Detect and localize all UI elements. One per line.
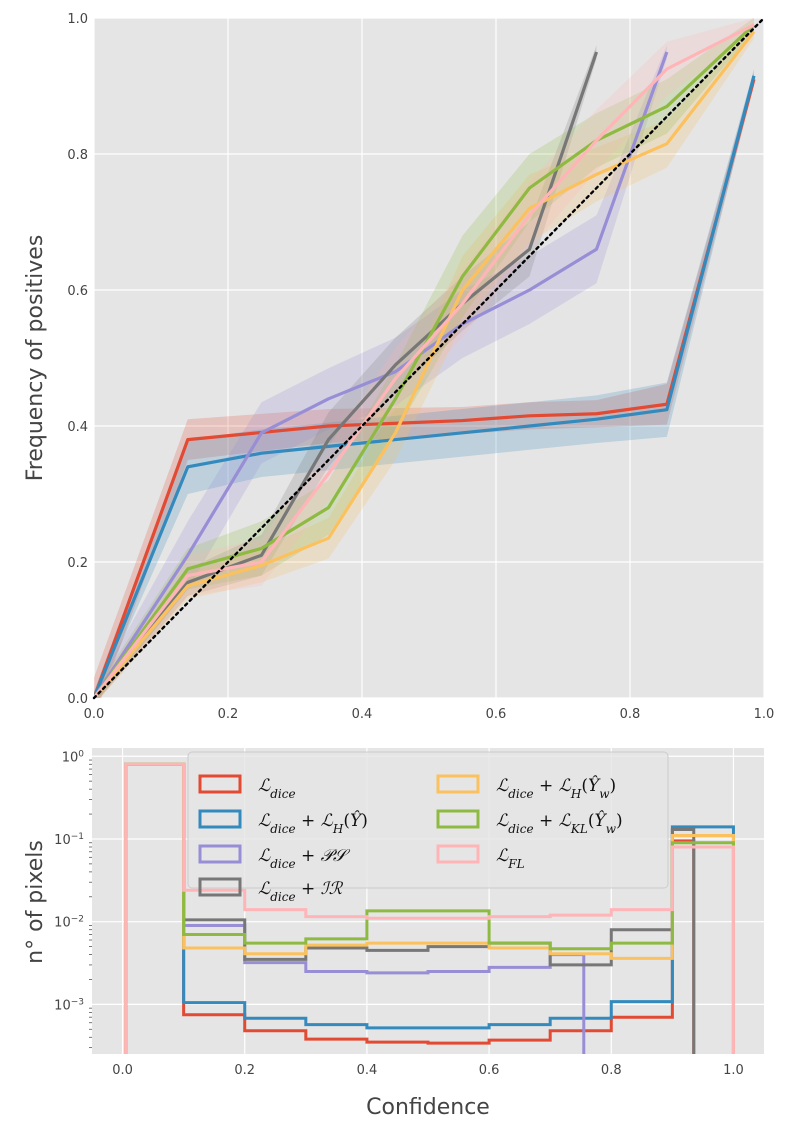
bottom-x-tick-label: 0.8: [601, 1063, 622, 1078]
perfect-calibration-line: [92, 16, 766, 700]
bottom-y-tick-label: 10−3: [54, 997, 84, 1013]
top-y-tick-label: 1.0: [67, 12, 88, 27]
histogram-panel: 0.0 0.2 0.4 0.6 0.8 1.0 100 10−1 10−2 10…: [23, 748, 764, 1120]
legend-swatch: [436, 844, 480, 864]
top-y-tick-label: 0.8: [67, 148, 88, 163]
top-x-ticks: 0.0 0.2 0.4 0.6 0.8 1.0: [84, 707, 775, 722]
histogram-series-step: [124, 762, 735, 1054]
confidence-band: [94, 45, 667, 698]
calibration-series-line: [94, 30, 756, 698]
legend-swatch: [198, 844, 242, 864]
bottom-minor-ticks: [89, 759, 92, 1049]
top-y-tick-label: 0.6: [67, 284, 88, 299]
histogram-series-step: [124, 762, 735, 1054]
top-x-tick-label: 0.8: [620, 707, 641, 722]
top-y-ticks: 0.0 0.2 0.4 0.6 0.8 1.0: [67, 12, 88, 707]
top-x-tick-label: 0.2: [218, 707, 239, 722]
legend-swatch: [436, 774, 480, 794]
bottom-y-ticks: 100 10−1 10−2 10−3: [54, 749, 84, 1013]
top-x-tick-label: 1.0: [754, 707, 775, 722]
histogram-series-step: [124, 762, 735, 1054]
calibration-series-line: [94, 23, 756, 698]
legend-swatch: [198, 877, 242, 897]
calibration-series-line: [94, 23, 755, 698]
histogram-series-step: [124, 762, 696, 1054]
legend-swatch: [198, 809, 242, 829]
confidence-band: [94, 18, 754, 698]
calibration-series-line: [94, 51, 599, 698]
top-x-tick-label: 0.0: [84, 707, 105, 722]
calibration-series-line: [94, 51, 669, 698]
calibration-series-line: [94, 78, 756, 698]
bottom-y-tick-label: 10−1: [54, 832, 84, 848]
top-y-axis-label: Frequency of positives: [23, 235, 48, 482]
histogram-series-step: [124, 762, 696, 1054]
top-gridlines: [93, 17, 765, 699]
bottom-y-tick-label: 100: [62, 749, 85, 765]
bottom-x-ticks: 0.0 0.2 0.4 0.6 0.8 1.0: [112, 1063, 744, 1078]
top-x-tick-label: 0.6: [486, 707, 507, 722]
bottom-x-tick-label: 0.2: [234, 1063, 255, 1078]
top-series-lines: [94, 23, 756, 698]
legend: ℒdice ℒdice + ℒH(Ŷ) ℒdice + 𝒫𝒮 ℒdice + ℐ…: [187, 751, 669, 904]
top-x-tick-label: 0.4: [352, 707, 373, 722]
bottom-y-axis-label: n° of pixels: [23, 840, 48, 964]
top-y-tick-label: 0.2: [67, 556, 88, 571]
bottom-histogram-steps: [124, 762, 735, 1054]
bottom-x-tick-label: 0.0: [112, 1063, 133, 1078]
top-y-tick-label: 0.4: [67, 420, 88, 435]
legend-swatch: [198, 774, 242, 794]
reliability-panel: 0.0 0.2 0.4 0.6 0.8 1.0 0.0 0.2 0.4 0.6 …: [23, 12, 774, 722]
histogram-series-step: [124, 762, 735, 1054]
confidence-band: [94, 24, 754, 698]
legend-swatch: [436, 809, 480, 829]
top-y-tick-label: 0.0: [67, 692, 88, 707]
bottom-x-tick-label: 0.6: [479, 1063, 500, 1078]
legend-frame: [187, 751, 669, 889]
bottom-x-tick-label: 1.0: [723, 1063, 744, 1078]
confidence-band: [94, 18, 754, 698]
bottom-x-tick-label: 0.4: [357, 1063, 378, 1078]
bottom-x-axis-label: Confidence: [366, 1095, 490, 1120]
bottom-y-tick-label: 10−2: [54, 915, 84, 931]
calibration-series-line: [94, 75, 756, 698]
